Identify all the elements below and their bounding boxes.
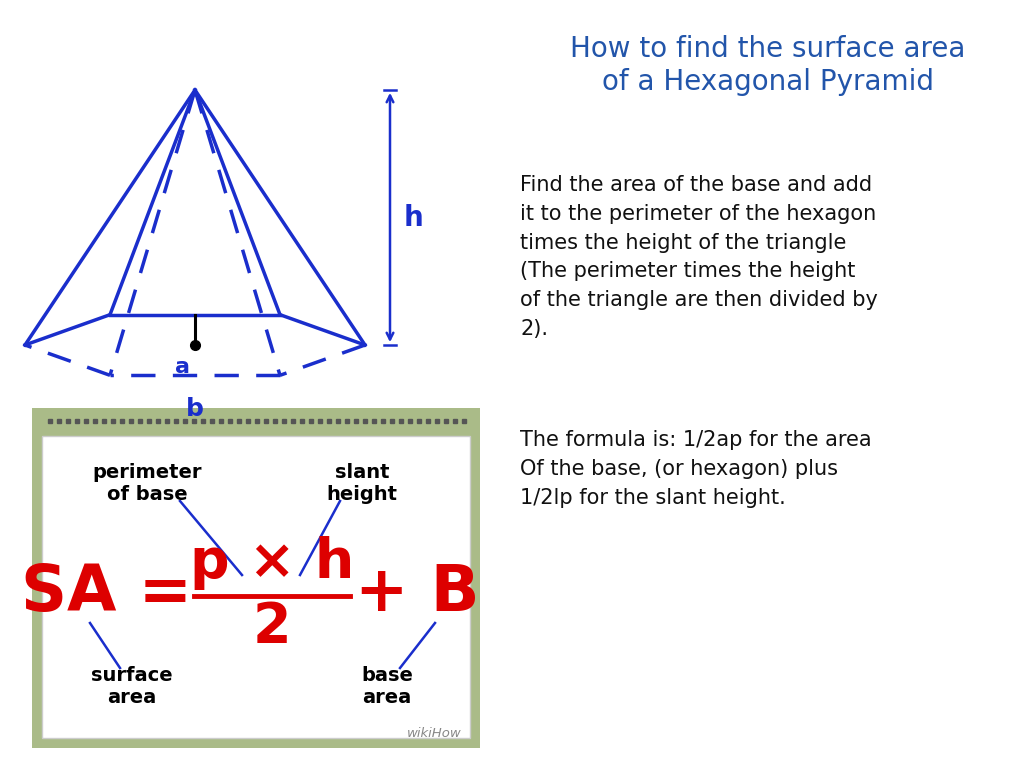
Bar [42, 436, 470, 738]
Text: surface
area: surface area [91, 666, 173, 707]
Text: 2: 2 [253, 600, 291, 654]
Bar [32, 408, 480, 748]
Text: wikiHow: wikiHow [408, 727, 462, 740]
Text: SA =: SA = [22, 562, 193, 624]
Text: How to find the surface area: How to find the surface area [570, 35, 966, 63]
Text: b: b [186, 397, 204, 421]
Text: slant
height: slant height [327, 463, 397, 504]
Text: The formula is: 1/2ap for the area
Of the base, (or hexagon) plus
1/2lp for the : The formula is: 1/2ap for the area Of th… [520, 430, 871, 508]
Text: base
area: base area [361, 666, 413, 707]
Text: h: h [404, 204, 424, 231]
Text: + B: + B [354, 562, 479, 624]
Text: a: a [175, 357, 190, 377]
Text: perimeter
of base: perimeter of base [92, 463, 202, 504]
Text: of a Hexagonal Pyramid: of a Hexagonal Pyramid [602, 68, 934, 96]
Text: Find the area of the base and add
it to the perimeter of the hexagon
times the h: Find the area of the base and add it to … [520, 175, 878, 339]
Text: p × h: p × h [189, 536, 354, 590]
